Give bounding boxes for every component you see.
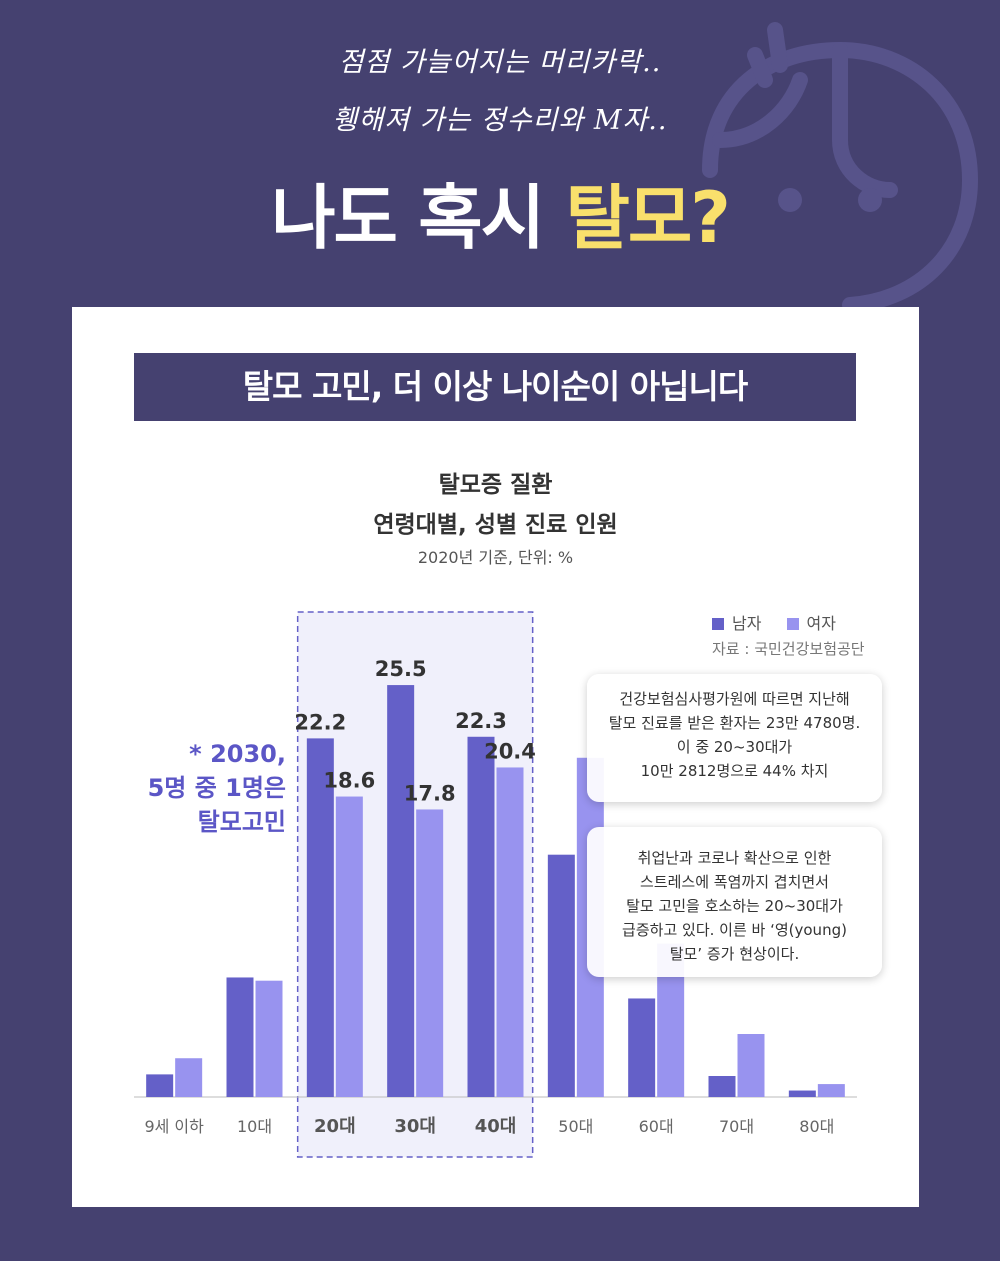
info-box-1-line: 이 중 20~30대가 xyxy=(676,738,793,756)
legend-label-female: 여자 xyxy=(806,614,836,633)
chart-subtitle: 연령대별, 성별 진료 인원 xyxy=(373,512,618,538)
info-box-2-line: 탈모’ 증가 현상이다. xyxy=(669,945,800,963)
data-label: 18.6 xyxy=(323,769,375,793)
info-box-explanation: 취업난과 코로나 확산으로 인한 스트레스에 폭염까지 겹치면서 탈모 고민을 … xyxy=(587,827,882,977)
handwritten-line-1: 점점 가늘어지는 머리카락.. xyxy=(338,47,662,78)
legend-item-female: 여자 xyxy=(786,614,836,633)
bar-female xyxy=(335,796,363,1097)
x-tick-label: 70대 xyxy=(719,1117,754,1136)
chart-title: 탈모증 질환 xyxy=(438,472,553,498)
highlight-note: * 2030, 5명 중 1명은 탈모고민 xyxy=(138,737,286,839)
bar-male xyxy=(547,854,575,1097)
legend-swatch-male xyxy=(712,618,724,630)
headline: 나도 혹시 탈모? xyxy=(0,162,1000,263)
bar-female xyxy=(416,809,444,1097)
x-tick-label: 40대 xyxy=(475,1116,517,1137)
bar-female xyxy=(737,1034,765,1097)
bar-male xyxy=(788,1090,816,1097)
info-box-1-line: 탈모 진료를 받은 환자는 23만 4780명. xyxy=(608,714,861,732)
bar-female xyxy=(496,767,524,1097)
bar-female xyxy=(255,980,283,1097)
face-illustration xyxy=(702,22,979,310)
legend-label-male: 남자 xyxy=(732,614,762,633)
bar-male xyxy=(467,736,495,1097)
info-box-1-line: 10만 2812명으로 44% 차지 xyxy=(640,762,829,780)
section-banner: 탈모 고민, 더 이상 나이순이 아닙니다 xyxy=(134,353,856,421)
x-tick-label: 9세 이하 xyxy=(144,1117,204,1136)
chart-caption: 2020년 기준, 단위: % xyxy=(417,548,574,567)
info-box-2-line: 탈모 고민을 호소하는 20~30대가 xyxy=(626,897,843,915)
data-label: 17.8 xyxy=(404,781,456,805)
bar-male xyxy=(708,1076,736,1097)
note-line-3: 탈모고민 xyxy=(197,808,286,836)
bar-male xyxy=(226,977,254,1097)
handwritten-line-2: 휑해져 가는 정수리와 M자.. xyxy=(332,105,668,136)
data-label: 22.3 xyxy=(455,709,507,733)
note-line-1: * 2030, xyxy=(189,740,286,768)
x-tick-label: 20대 xyxy=(314,1116,356,1137)
bar-male xyxy=(387,685,415,1097)
data-label: 25.5 xyxy=(375,657,427,681)
info-box-2-line: 급증하고 있다. 이른 바 ‘영(young) xyxy=(622,921,847,939)
legend-swatch-female xyxy=(786,618,799,630)
headline-highlight: 탈모? xyxy=(565,177,730,259)
bar-male xyxy=(146,1074,174,1097)
info-box-2-line: 스트레스에 폭염까지 겹치면서 xyxy=(640,873,829,891)
headline-main: 나도 혹시 xyxy=(271,177,566,259)
x-tick-label: 30대 xyxy=(394,1116,436,1137)
data-label: 22.2 xyxy=(294,710,346,734)
bar-female xyxy=(175,1058,203,1097)
x-tick-label: 50대 xyxy=(558,1117,593,1136)
content-card: 탈모 고민, 더 이상 나이순이 아닙니다 탈모증 질환 연령대별, 성별 진료… xyxy=(72,307,919,1207)
info-box-statistics: 건강보험심사평가원에 따르면 지난해 탈모 진료를 받은 환자는 23만 478… xyxy=(587,674,882,802)
x-tick-label: 60대 xyxy=(639,1117,674,1136)
note-line-2: 5명 중 1명은 xyxy=(147,774,286,802)
bar-male xyxy=(628,998,656,1097)
bar-male xyxy=(306,738,334,1097)
bar-chart: 9세 이하 10대 22.2 18.6 20대 25.5 17.8 30대 22.3 20.4 40… xyxy=(134,611,857,1158)
bar-female xyxy=(817,1084,845,1097)
data-label: 20.4 xyxy=(484,739,536,763)
legend-item-male: 남자 xyxy=(712,614,761,633)
chart-legend: 남자 여자 xyxy=(712,610,856,634)
info-box-1-line: 건강보험심사평가원에 따르면 지난해 xyxy=(619,690,850,708)
x-tick-label: 10대 xyxy=(237,1117,272,1136)
x-tick-label: 80대 xyxy=(799,1117,834,1136)
info-box-2-line: 취업난과 코로나 확산으로 인한 xyxy=(637,849,832,867)
chart-source: 자료 : 국민건강보험공단 xyxy=(712,640,865,658)
